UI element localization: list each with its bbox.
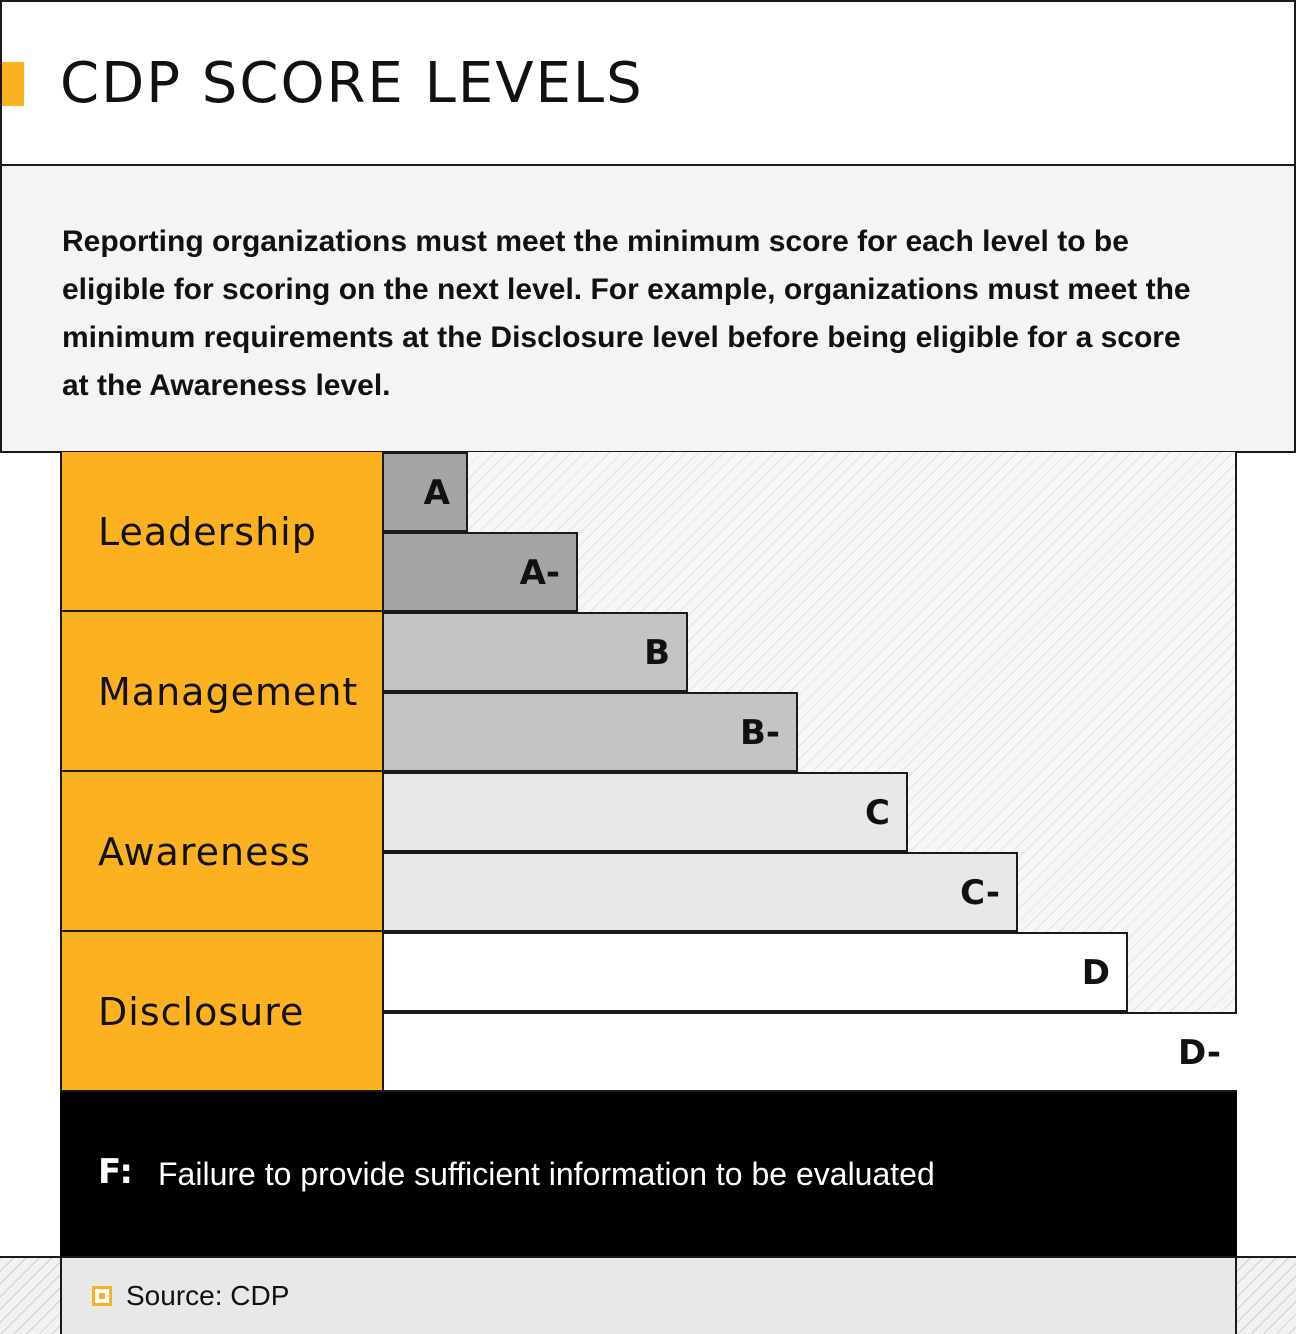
- title-accent-bar: [2, 62, 24, 106]
- score-bar-b: B: [384, 612, 688, 692]
- source-footer: Source: CDP: [60, 1256, 1237, 1334]
- failure-box: F: Failure to provide sufficient informa…: [60, 1092, 1237, 1256]
- level-disclosure: Disclosure: [62, 932, 384, 1092]
- score-levels-diagram: Leadership Management Awareness Disclosu…: [60, 452, 1237, 1092]
- footer-hatch-right: [1237, 1256, 1296, 1334]
- intro-panel: Reporting organizations must meet the mi…: [0, 164, 1296, 453]
- score-bar-a-minus: A-: [384, 532, 578, 612]
- level-label: Disclosure: [98, 990, 305, 1034]
- failure-letter: F:: [98, 1152, 133, 1192]
- score-bar-d: D: [384, 932, 1128, 1012]
- level-leadership: Leadership: [62, 452, 384, 612]
- footer-hatch-left: [0, 1256, 60, 1334]
- failure-text: Failure to provide sufficient informatio…: [158, 1156, 935, 1192]
- score-label: C: [865, 793, 890, 833]
- source-square-icon: [92, 1286, 112, 1306]
- score-label: B: [644, 633, 670, 673]
- level-label: Management: [98, 670, 359, 714]
- header: CDP SCORE LEVELS: [0, 0, 1296, 166]
- score-bar-d-minus: D-: [384, 1012, 1237, 1092]
- intro-text: Reporting organizations must meet the mi…: [62, 225, 1191, 402]
- score-label: B-: [739, 713, 780, 753]
- score-label: D-: [1178, 1033, 1221, 1073]
- score-label: C-: [960, 873, 1000, 913]
- level-label: Awareness: [98, 830, 312, 874]
- level-label: Leadership: [98, 510, 317, 554]
- level-management: Management: [62, 612, 384, 772]
- score-bar-a: A: [384, 452, 468, 532]
- score-bar-c-minus: C-: [384, 852, 1018, 932]
- score-label: A-: [519, 553, 560, 593]
- page-title: CDP SCORE LEVELS: [60, 51, 644, 116]
- level-awareness: Awareness: [62, 772, 384, 932]
- score-bar-c: C: [384, 772, 908, 852]
- score-label: D: [1081, 953, 1110, 993]
- score-label: A: [423, 473, 450, 513]
- score-bar-b-minus: B-: [384, 692, 798, 772]
- source-text: Source: CDP: [126, 1280, 290, 1311]
